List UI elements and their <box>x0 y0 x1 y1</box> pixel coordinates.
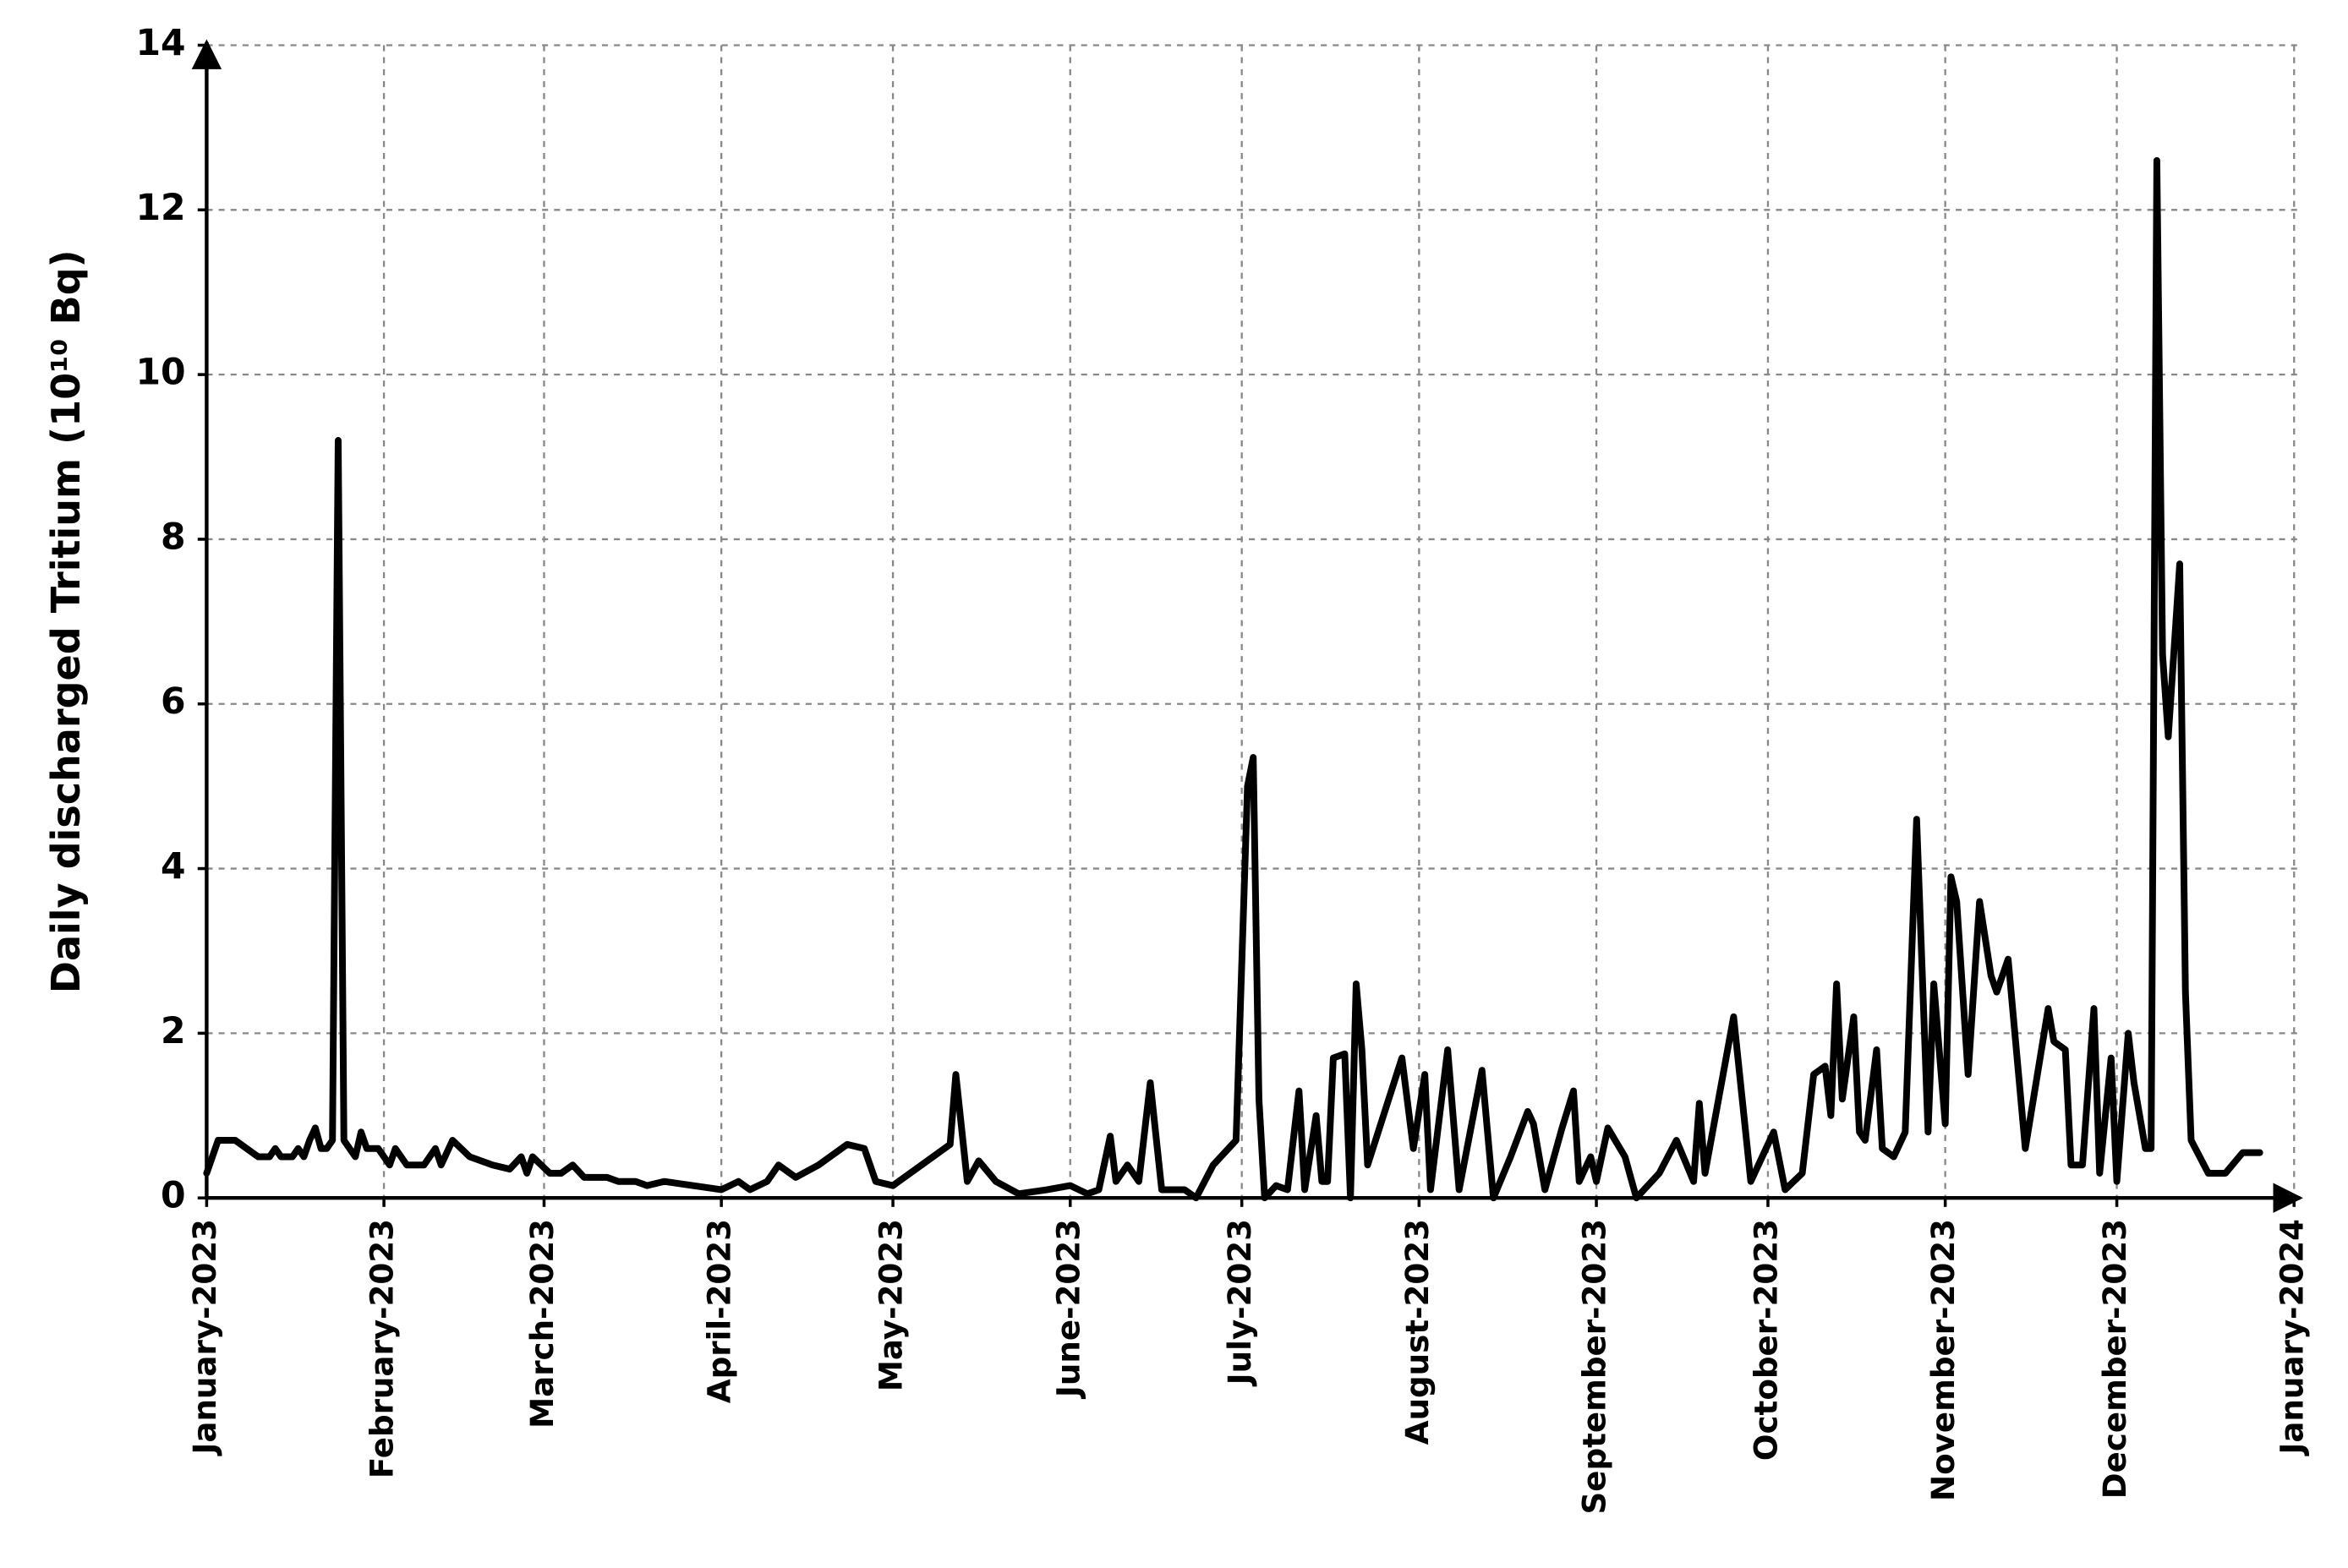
labels: 0 2 4 6 8 10 12 14 January-2023 February-2023 Marc… <box>135 23 2310 1515</box>
y-tick-label: 8 <box>161 516 186 558</box>
y-tick-label: 14 <box>135 23 185 64</box>
x-tick-label: February-2023 <box>364 1219 401 1478</box>
data-line <box>203 156 2263 1202</box>
y-axis-label: Daily discharged Tritium (10¹⁰ Bq) <box>43 249 89 993</box>
y-tick-label: 4 <box>161 846 186 888</box>
x-tick-label: April-2023 <box>701 1219 738 1403</box>
x-tick-label: November-2023 <box>1924 1219 1962 1501</box>
y-tick-label: 6 <box>161 681 186 723</box>
x-tick-label: May-2023 <box>873 1219 910 1391</box>
x-tick-label: January-2024 <box>2274 1219 2311 1457</box>
y-tick-label: 10 <box>135 352 185 394</box>
x-tick-label: October-2023 <box>1747 1219 1784 1461</box>
y-tick-label: 2 <box>161 1011 186 1052</box>
x-tick-label: August-2023 <box>1398 1219 1436 1445</box>
y-tick-label: 0 <box>161 1176 186 1217</box>
x-tick-label: September-2023 <box>1576 1219 1613 1515</box>
x-tick-label: July-2023 <box>1221 1219 1258 1387</box>
x-tick-label: June-2023 <box>1049 1219 1086 1400</box>
y-tick-label: 12 <box>135 188 185 229</box>
x-tick-label: December-2023 <box>2096 1219 2133 1499</box>
x-tick-label: January-2023 <box>186 1219 223 1456</box>
grid <box>205 44 2302 1199</box>
plot-area <box>203 156 2263 1202</box>
x-tick-label: March-2023 <box>523 1219 561 1429</box>
